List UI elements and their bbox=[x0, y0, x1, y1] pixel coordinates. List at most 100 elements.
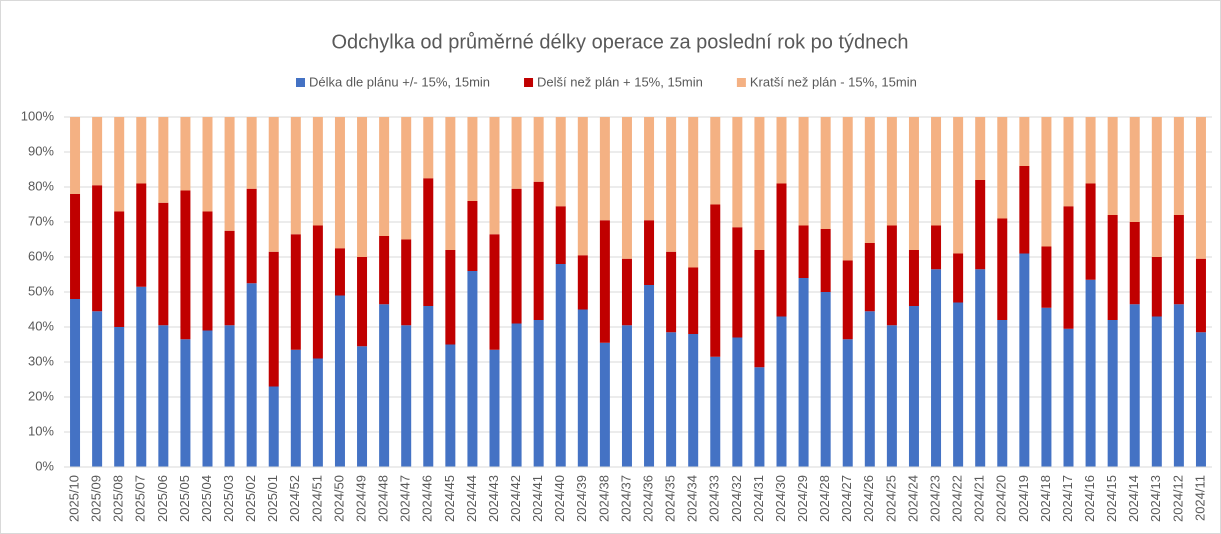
bar-segment bbox=[908, 250, 919, 306]
bar-segment bbox=[732, 227, 743, 338]
bar-segment bbox=[357, 257, 368, 347]
x-tick-label: 2024/41 bbox=[530, 475, 545, 522]
bar-segment bbox=[136, 183, 147, 287]
bar-segment bbox=[467, 271, 478, 467]
bar-segment bbox=[953, 117, 964, 254]
bar-segment bbox=[334, 117, 345, 249]
bar-segment bbox=[511, 323, 522, 467]
bar-segment bbox=[599, 117, 610, 221]
bar-segment bbox=[688, 117, 699, 268]
x-tick-label: 2024/16 bbox=[1082, 475, 1097, 522]
bar-segment bbox=[224, 117, 235, 231]
x-tick-label: 2024/15 bbox=[1104, 475, 1119, 522]
bar-segment bbox=[1019, 253, 1030, 467]
x-tick-label: 2024/18 bbox=[1038, 475, 1053, 522]
x-tick-label: 2024/44 bbox=[464, 475, 479, 522]
bar-segment bbox=[820, 292, 831, 467]
bar-segment bbox=[1173, 215, 1184, 305]
x-tick-label: 2025/03 bbox=[221, 475, 236, 522]
bar-segment bbox=[555, 264, 566, 467]
bar-segment bbox=[798, 225, 809, 278]
y-tick-label: 30% bbox=[28, 353, 54, 368]
x-tick-label: 2024/29 bbox=[795, 475, 810, 522]
bar-segment bbox=[621, 325, 632, 467]
x-tick-label: 2024/47 bbox=[398, 475, 413, 522]
bar-segment bbox=[710, 117, 721, 205]
y-tick-label: 20% bbox=[28, 388, 54, 403]
bar-segment bbox=[886, 325, 897, 467]
bar-segment bbox=[70, 194, 81, 299]
y-tick-label: 0% bbox=[35, 458, 54, 473]
bar-segment bbox=[798, 117, 809, 226]
bar-segment bbox=[202, 211, 213, 331]
bar-segment bbox=[776, 183, 787, 317]
x-tick-label: 2025/04 bbox=[199, 475, 214, 522]
x-tick-label: 2025/01 bbox=[265, 475, 280, 522]
x-tick-label: 2024/37 bbox=[618, 475, 633, 522]
bar-segment bbox=[1151, 316, 1162, 467]
legend-label: Delší než plán + 15%, 15min bbox=[537, 74, 703, 89]
bar-segment bbox=[114, 211, 125, 327]
bar-segment bbox=[180, 117, 191, 191]
bar-segment bbox=[975, 269, 986, 467]
bar-segment bbox=[997, 218, 1008, 320]
x-tick-label: 2024/21 bbox=[972, 475, 987, 522]
bar-segment bbox=[357, 346, 368, 467]
bar-segment bbox=[533, 117, 544, 182]
bar-segment bbox=[268, 117, 279, 252]
y-tick-label: 60% bbox=[28, 248, 54, 263]
bar-segment bbox=[577, 255, 588, 310]
x-tick-label: 2024/35 bbox=[663, 475, 678, 522]
bar-segment bbox=[1107, 117, 1118, 215]
x-tick-label: 2024/25 bbox=[883, 475, 898, 522]
bar-segment bbox=[555, 117, 566, 207]
bar-segment bbox=[1195, 332, 1206, 467]
bar-segment bbox=[975, 180, 986, 270]
bar-segment bbox=[136, 286, 147, 467]
bar-segment bbox=[246, 283, 257, 467]
bar-segment bbox=[1151, 117, 1162, 257]
bar-segment bbox=[1041, 117, 1052, 247]
bar-segment bbox=[754, 117, 765, 250]
bar-segment bbox=[577, 309, 588, 467]
bar-segment bbox=[1085, 183, 1096, 280]
x-tick-label: 2024/34 bbox=[685, 475, 700, 522]
bar-segment bbox=[555, 206, 566, 264]
bar-segment bbox=[268, 386, 279, 467]
bar-segment bbox=[732, 117, 743, 228]
bar-segment bbox=[1041, 307, 1052, 467]
legend-marker bbox=[524, 78, 534, 87]
x-tick-label: 2025/06 bbox=[155, 475, 170, 522]
bar-segment bbox=[312, 225, 323, 359]
bar-segment bbox=[224, 230, 235, 326]
bar-segment bbox=[886, 117, 897, 226]
bar-segment bbox=[202, 117, 213, 212]
bar-segment bbox=[423, 117, 434, 179]
bar-segment bbox=[842, 117, 853, 261]
x-tick-label: 2024/32 bbox=[729, 475, 744, 522]
bar-segment bbox=[754, 250, 765, 368]
x-tick-label: 2024/43 bbox=[486, 475, 501, 522]
x-tick-label: 2024/19 bbox=[1016, 475, 1031, 522]
x-tick-label: 2024/26 bbox=[861, 475, 876, 522]
bar-segment bbox=[1195, 117, 1206, 259]
bar-segment bbox=[489, 117, 500, 235]
bar-segment bbox=[467, 117, 478, 201]
bar-segment bbox=[246, 117, 257, 189]
x-tick-label: 2024/39 bbox=[574, 475, 589, 522]
bar-segment bbox=[666, 332, 677, 467]
x-tick-label: 2024/46 bbox=[420, 475, 435, 522]
y-tick-label: 100% bbox=[21, 108, 55, 123]
bar-segment bbox=[975, 117, 986, 180]
x-tick-label: 2024/23 bbox=[927, 475, 942, 522]
bar-segment bbox=[842, 260, 853, 340]
bar-segment bbox=[754, 367, 765, 467]
bar-segment bbox=[931, 225, 942, 270]
bar-segment bbox=[533, 181, 544, 320]
bar-segment bbox=[842, 339, 853, 467]
bar-segment bbox=[489, 349, 500, 467]
bar-segment bbox=[312, 117, 323, 226]
bar-segment bbox=[776, 316, 787, 467]
bar-segment bbox=[577, 117, 588, 256]
